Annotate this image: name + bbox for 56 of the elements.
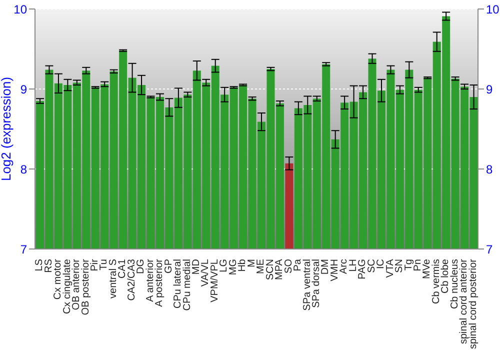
x-tick-label: MVe: [422, 258, 433, 280]
y2-tick-label: 7: [486, 242, 493, 256]
x-tick-label: Cb lobe: [440, 258, 452, 294]
y-tick-label: 9: [20, 82, 28, 96]
x-tick-label: ventral S: [108, 258, 119, 298]
y2-tick-label: 10: [486, 2, 500, 16]
y-axis-title: Log2 (expression): [0, 76, 14, 182]
x-tick-label: CPu lateral: [172, 259, 184, 308]
x-tick-label: CA2/CA3: [126, 258, 138, 301]
x-tick-label: IC: [376, 259, 387, 269]
x-tick-label: Pir: [89, 258, 100, 272]
x-tick-label: spinal cord posterior: [468, 258, 479, 350]
x-tick-label: Hb: [237, 258, 248, 272]
x-tick-label: MPA: [274, 258, 286, 280]
x-tick-label: Cb nucleus: [449, 259, 460, 310]
x-tick-label: Pn: [412, 259, 424, 272]
x-tick-label: CPu medial: [182, 259, 193, 311]
x-tick-label: GP: [163, 258, 174, 274]
x-tick-label: DM: [320, 259, 332, 275]
x-tick-label: SPa ventral: [302, 259, 313, 311]
y-tick-label: 10: [14, 2, 28, 16]
y2-tick-label: 9: [486, 82, 493, 96]
y2-tick-label: 8: [486, 162, 493, 176]
x-tick-label: DG: [136, 258, 147, 274]
x-tick-label: SN: [394, 259, 406, 273]
x-tick-label: VMH: [329, 259, 340, 282]
x-tick-label: A posterior: [154, 258, 166, 307]
y-tick-label: 8: [20, 162, 28, 176]
x-tick-label: SO: [283, 258, 294, 274]
x-tick-label: RS: [43, 258, 54, 273]
x-tick-label: OB posterior: [80, 258, 92, 316]
x-tick-label: M: [246, 259, 258, 268]
x-tick-label: SPa dorsal: [310, 259, 322, 308]
x-tick-label: VPM/VPL: [209, 258, 220, 302]
x-tick-label: SC: [366, 259, 378, 273]
x-tick-label: Tg: [403, 259, 414, 271]
x-tick-label: Cx motor: [52, 258, 64, 300]
x-tick-label: spinal cord anterior: [458, 258, 470, 344]
x-tick-label: LS: [34, 258, 46, 272]
x-tick-label: LH: [348, 259, 359, 272]
x-tick-label: MG: [228, 258, 239, 276]
x-tick-label: Tu: [98, 259, 110, 270]
x-tick-label: VTA: [384, 258, 396, 278]
x-tick-label: Cx cingulate: [62, 258, 73, 314]
x-tick-label: Arc: [338, 259, 350, 274]
x-tick-label: SCN: [264, 259, 276, 280]
x-tick-label: OB anterior: [71, 258, 82, 310]
x-tick-label: A anterior: [144, 258, 156, 302]
x-tick-label: ME: [256, 258, 267, 274]
y-tick-label: 7: [20, 242, 28, 256]
x-tick-label: CA1: [117, 258, 128, 278]
x-tick-label: LG: [218, 258, 230, 272]
x-tick-label: Cb vermis: [430, 259, 442, 304]
x-tick-label: PAG: [357, 258, 368, 280]
x-tick-label: Pa: [292, 258, 304, 272]
x-tick-label: VA/VL: [200, 258, 212, 287]
